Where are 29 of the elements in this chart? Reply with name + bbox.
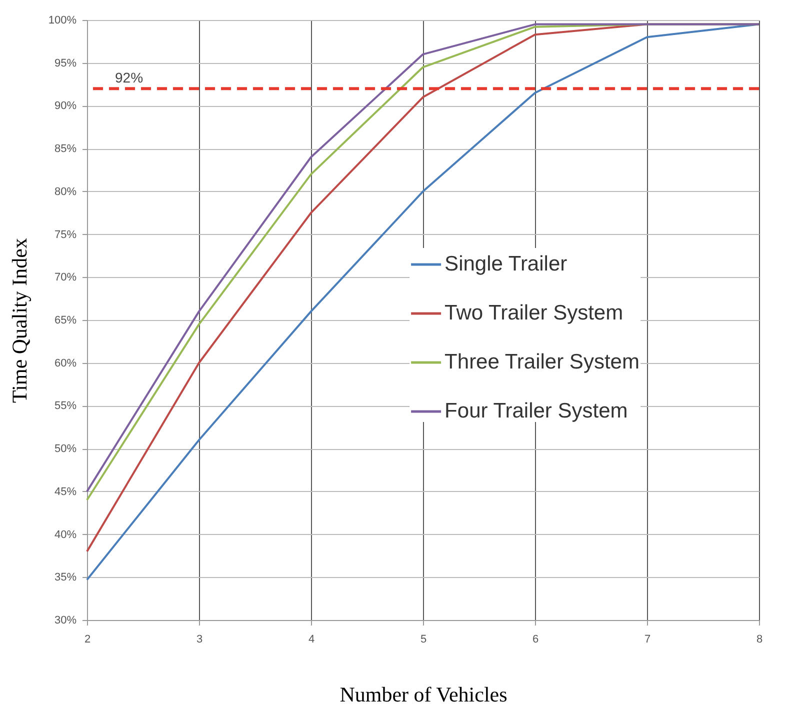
x-axis-title: Number of Vehicles: [340, 682, 508, 706]
x-tick-label: 2: [84, 634, 91, 646]
x-tick-label: 7: [644, 634, 651, 646]
y-tick-label: 80%: [54, 186, 77, 198]
legend-label: Single Trailer: [444, 252, 568, 276]
y-axis-title: Time Quality Index: [7, 238, 32, 403]
y-tick-label: 35%: [54, 572, 77, 584]
legend-label: Four Trailer System: [444, 400, 628, 422]
y-tick-label: 30%: [54, 614, 77, 626]
legend-label: Two Trailer System: [444, 302, 624, 324]
y-tick-label: 45%: [54, 486, 77, 498]
y-tick-label: 65%: [54, 314, 77, 326]
x-tick-label: 5: [420, 634, 427, 646]
ref-line-label: 92%: [115, 70, 144, 86]
x-tick-label: 3: [196, 634, 203, 646]
legend-label: Three Trailer System: [444, 350, 640, 374]
y-tick-label: 50%: [54, 443, 77, 456]
x-tick-label: 8: [756, 634, 763, 646]
y-tick-label: 70%: [54, 272, 77, 284]
y-tick-label: 60%: [54, 357, 77, 370]
x-tick-label: 4: [308, 634, 315, 646]
y-tick-label: 55%: [54, 400, 77, 412]
y-tick-label: 75%: [54, 228, 77, 241]
y-tick-label: 40%: [54, 528, 77, 541]
y-tick-label: 100%: [48, 14, 77, 26]
y-tick-label: 90%: [54, 100, 77, 112]
y-tick-label: 95%: [54, 57, 77, 70]
y-tick-label: 85%: [54, 143, 77, 156]
x-tick-label: 6: [532, 634, 539, 646]
